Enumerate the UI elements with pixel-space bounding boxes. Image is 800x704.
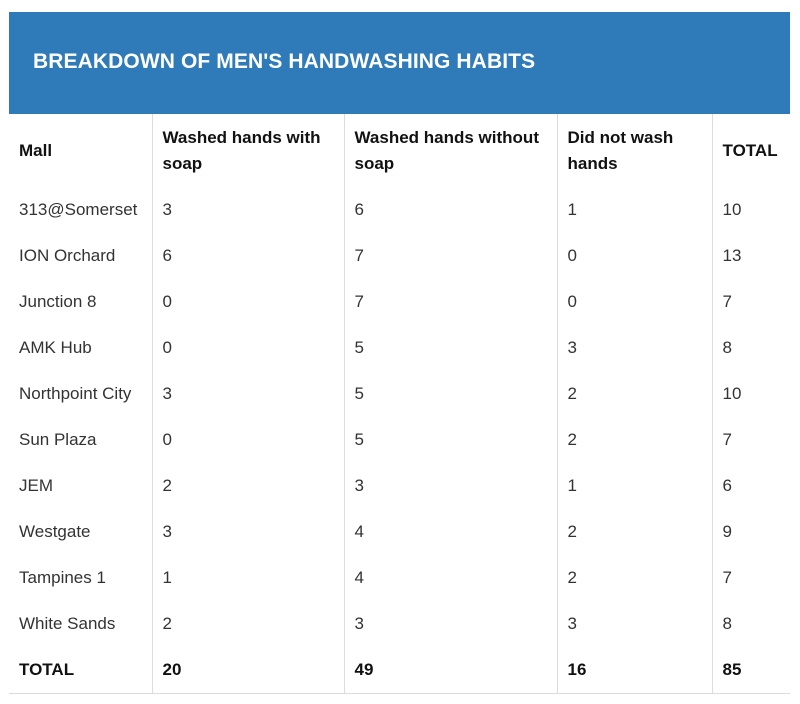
table-row: Northpoint City 3 5 2 10 [9, 371, 790, 417]
without-soap-cell: 5 [343, 417, 557, 463]
without-soap-cell: 3 [343, 601, 557, 647]
mall-name-cell: 313@Somerset [19, 200, 138, 219]
table-row: White Sands 2 3 3 8 [9, 601, 790, 647]
without-soap-cell: 6 [343, 187, 557, 233]
without-soap-cell: 7 [343, 233, 557, 279]
did-not-wash-cell: 2 [556, 371, 712, 417]
without-soap-cell: 3 [343, 463, 557, 509]
column-header-total: TOTAL [711, 114, 790, 187]
table-row: Sun Plaza 0 5 2 7 [9, 417, 790, 463]
with-soap-cell: 0 [151, 279, 344, 325]
did-not-wash-cell: 2 [556, 555, 712, 601]
with-soap-cell: 0 [151, 417, 344, 463]
table-header-banner: BREAKDOWN OF MEN'S HANDWASHING HABITS [9, 12, 790, 114]
with-soap-cell: 2 [151, 463, 344, 509]
row-total-cell: 6 [711, 463, 790, 509]
totals-label: TOTAL [9, 647, 152, 694]
with-soap-cell: 2 [151, 601, 344, 647]
row-total-cell: 9 [711, 509, 790, 555]
column-header-with-soap: Washed hands with soap [151, 114, 344, 187]
table-row: 313@Somerset 3 6 1 10 [9, 187, 790, 233]
did-not-wash-cell: 1 [556, 463, 712, 509]
mall-name-cell: Westgate [19, 522, 91, 541]
table-row: AMK Hub 0 5 3 8 [9, 325, 790, 371]
mall-name-cell: Tampines 1 [19, 568, 106, 587]
did-not-wash-cell: 0 [556, 233, 712, 279]
mall-name-cell: AMK Hub [19, 338, 92, 357]
mall-name-cell: Sun Plaza [19, 430, 97, 449]
without-soap-cell: 7 [343, 279, 557, 325]
table-row: ION Orchard 6 7 0 13 [9, 233, 790, 279]
mall-name-cell: Northpoint City [19, 384, 132, 403]
column-header-did-not-wash: Did not wash hands [556, 114, 712, 187]
row-total-cell: 10 [711, 371, 790, 417]
total-without-soap: 49 [343, 647, 557, 694]
mall-name-cell: ION Orchard [19, 246, 116, 265]
with-soap-cell: 1 [151, 555, 344, 601]
did-not-wash-cell: 1 [556, 187, 712, 233]
with-soap-cell: 6 [151, 233, 344, 279]
without-soap-cell: 4 [343, 555, 557, 601]
header-row: Mall Washed hands with soap Washed hands… [9, 114, 790, 187]
without-soap-cell: 5 [343, 325, 557, 371]
column-header-without-soap: Washed hands without soap [343, 114, 557, 187]
did-not-wash-cell: 2 [556, 417, 712, 463]
table-row: JEM 2 3 1 6 [9, 463, 790, 509]
total-with-soap: 20 [151, 647, 344, 694]
without-soap-cell: 5 [343, 371, 557, 417]
row-total-cell: 13 [711, 233, 790, 279]
with-soap-cell: 3 [151, 371, 344, 417]
mall-name-cell: Junction 8 [19, 292, 97, 311]
mall-name-cell: White Sands [19, 614, 116, 633]
row-total-cell: 8 [711, 601, 790, 647]
did-not-wash-cell: 3 [556, 601, 712, 647]
table-title: BREAKDOWN OF MEN'S HANDWASHING HABITS [33, 50, 536, 73]
handwashing-table: Mall Washed hands with soap Washed hands… [9, 114, 790, 694]
did-not-wash-cell: 0 [556, 279, 712, 325]
totals-row: TOTAL 20 49 16 85 [9, 647, 790, 694]
row-total-cell: 10 [711, 187, 790, 233]
total-did-not-wash: 16 [556, 647, 712, 694]
did-not-wash-cell: 2 [556, 509, 712, 555]
with-soap-cell: 3 [151, 509, 344, 555]
with-soap-cell: 0 [151, 325, 344, 371]
grand-total: 85 [711, 647, 790, 694]
did-not-wash-cell: 3 [556, 325, 712, 371]
column-header-mall: Mall [19, 140, 53, 160]
with-soap-cell: 3 [151, 187, 344, 233]
row-total-cell: 7 [711, 279, 790, 325]
row-total-cell: 8 [711, 325, 790, 371]
table-row: Westgate 3 4 2 9 [9, 509, 790, 555]
row-total-cell: 7 [711, 417, 790, 463]
mall-name-cell: JEM [19, 476, 53, 495]
row-total-cell: 7 [711, 555, 790, 601]
without-soap-cell: 4 [343, 509, 557, 555]
